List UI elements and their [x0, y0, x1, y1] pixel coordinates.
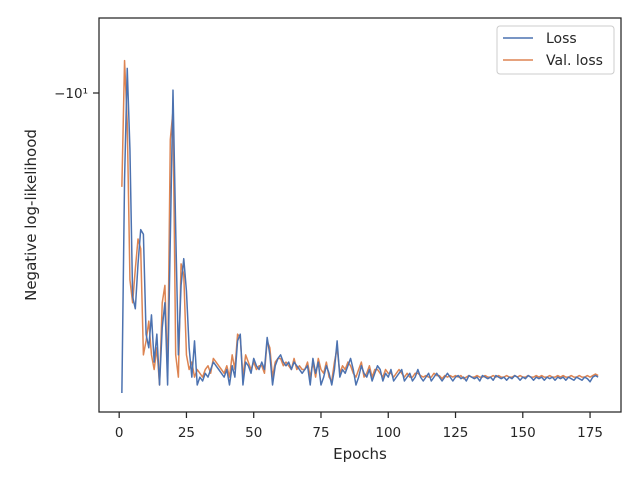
x-tick-label: 100 — [375, 425, 401, 441]
plot-frame — [98, 17, 622, 413]
x-tick-label: 25 — [178, 425, 195, 441]
x-tick-label: 175 — [577, 425, 603, 441]
x-tick-label: 75 — [312, 425, 329, 441]
y-tick-label: −10¹ — [54, 86, 88, 102]
series-line-val-loss — [121, 59, 599, 386]
legend: Loss Val. loss — [496, 25, 615, 75]
x-axis-label: Epochs — [333, 445, 387, 463]
y-axis: −10¹ — [54, 86, 99, 102]
legend-label: Loss — [546, 31, 577, 47]
x-tick-label: 150 — [510, 425, 536, 441]
series-line-loss — [121, 67, 599, 394]
y-axis-label: Negative log-likelihood — [22, 129, 40, 301]
legend-label: Val. loss — [546, 53, 603, 69]
x-tick-label: 0 — [115, 425, 124, 441]
x-axis: 0 25 50 75 100 125 150 175 — [115, 412, 603, 441]
plot-area — [99, 18, 621, 412]
x-tick-label: 50 — [245, 425, 262, 441]
series-layer — [121, 59, 599, 394]
x-tick-label: 125 — [443, 425, 469, 441]
